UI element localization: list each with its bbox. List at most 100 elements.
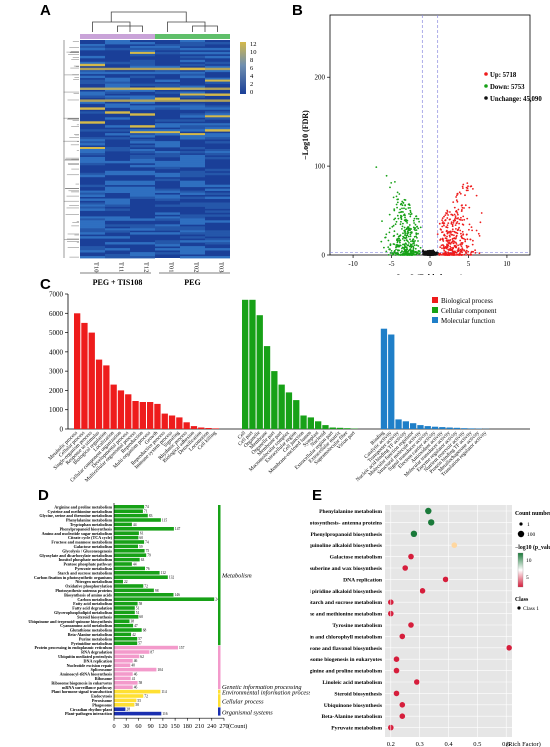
point-down: [409, 229, 411, 232]
heatmap-cell: [80, 141, 105, 144]
point-up: [455, 196, 457, 198]
heatmap-cell: [105, 198, 130, 201]
kegg-bar: [114, 588, 154, 593]
x-tick-label: 0: [428, 260, 432, 268]
kegg-bar-value: 132: [169, 576, 175, 580]
dendrogram-branch: [110, 11, 187, 22]
heatmap-cell: [105, 81, 130, 84]
colorbar-tick-label: 0: [250, 89, 253, 96]
point-down: [405, 243, 407, 246]
heatmap-cell: [180, 172, 205, 176]
heatmap-cell: [80, 162, 105, 166]
x-tick-label: 0.4: [444, 741, 453, 747]
heatmap-cell: [155, 166, 180, 170]
point-up: [449, 242, 452, 245]
point-up: [441, 247, 443, 250]
point-up: [460, 232, 462, 235]
point-down: [389, 227, 391, 230]
go-bar: [344, 428, 351, 429]
point-up: [466, 246, 468, 249]
point-up: [441, 222, 444, 225]
point-up: [469, 185, 472, 188]
heatmap-cell: [180, 137, 205, 140]
point-up: [446, 253, 449, 256]
point-down: [406, 251, 408, 254]
y-axis-label: −Log10 (FDR): [301, 110, 310, 160]
heatmap-cell: [80, 67, 230, 71]
go-bar: [380, 328, 388, 429]
heatmap-cell: [205, 242, 230, 245]
enrichment-row-label: Porphyrin and chlorophyll metabolism: [310, 634, 382, 640]
point-down: [406, 222, 408, 224]
go-bar: [242, 299, 249, 429]
heatmap-cell: [80, 194, 105, 197]
heatmap-cell: [130, 158, 155, 162]
point-up: [470, 254, 473, 256]
point-down: [417, 245, 420, 247]
point-up: [478, 235, 481, 237]
kegg-row-label: Circadian rhythm-plant: [70, 707, 113, 712]
go-bar: [212, 428, 219, 429]
point-up: [467, 189, 469, 192]
heatmap-cell: [80, 91, 105, 94]
kegg-bar: [114, 676, 131, 681]
point-up: [455, 222, 458, 225]
heatmap-cell: [80, 174, 105, 178]
heatmap-cell: [130, 42, 155, 45]
heatmap-cell: [130, 226, 155, 229]
point-unchanged: [426, 251, 428, 254]
heatmap-cell: [155, 44, 180, 47]
heatmap-cell: [205, 234, 230, 237]
heatmap-cell: [105, 149, 130, 152]
x-tick-label: 0: [112, 723, 115, 730]
point-down: [393, 218, 395, 221]
point-up: [441, 225, 444, 228]
enrichment-row-label: Ribosome biogenesis in eukaryotes: [310, 657, 383, 663]
point-down: [406, 239, 408, 242]
point-down: [406, 219, 408, 222]
heatmap-cell: [205, 149, 230, 152]
point-unchanged: [436, 252, 438, 254]
enrichment-point: [399, 702, 406, 708]
point-down: [416, 226, 418, 228]
heatmap-cell: [105, 91, 130, 94]
volcano-legend: Up: 5718 Down: 5753 Unchange: 45,090: [484, 72, 542, 103]
point-up: [445, 230, 448, 233]
point-up: [461, 247, 464, 250]
point-down: [404, 231, 406, 234]
heatmap-cell: [130, 47, 155, 51]
point-down: [411, 245, 414, 248]
point-up: [461, 243, 463, 246]
heatmap-cell: [105, 182, 130, 186]
heatmap-cell: [155, 218, 180, 221]
point-up: [461, 223, 464, 226]
panel-label-d: D: [38, 487, 49, 504]
enrichment-bubble-chart: Phenylalanine metabolism Photosynthesis- …: [310, 505, 550, 747]
point-up: [440, 244, 443, 247]
heatmap-cell: [180, 252, 205, 255]
point-down: [400, 218, 403, 221]
heatmap-cell: [105, 230, 130, 233]
enrichment-point: [419, 588, 426, 594]
heatmap-cell: [180, 63, 205, 67]
point-up: [457, 213, 459, 216]
point-down: [408, 245, 411, 248]
kegg-bar-value: 57: [138, 642, 142, 646]
point-down: [411, 239, 414, 242]
heatmap-cell: [155, 194, 180, 197]
kegg-bar-value: 116: [162, 712, 167, 716]
heatmap-cell: [130, 151, 155, 154]
point-down: [402, 201, 405, 204]
x-tick-label: 0.5: [473, 741, 481, 747]
heatmap-cell: [80, 202, 105, 205]
kegg-row-label: Glutathione metabolism: [70, 628, 113, 633]
heatmap-cell: [155, 107, 180, 110]
kegg-row-label: Inositol phosphate metabolism: [59, 557, 113, 562]
heatmap-cell: [80, 107, 105, 110]
point-down: [404, 219, 406, 222]
go-bar: [74, 313, 81, 429]
y-tick-label: 200: [315, 74, 326, 82]
heatmap-cell: [155, 143, 180, 146]
kegg-bar-value: 28: [126, 708, 130, 712]
point-up: [451, 240, 454, 243]
